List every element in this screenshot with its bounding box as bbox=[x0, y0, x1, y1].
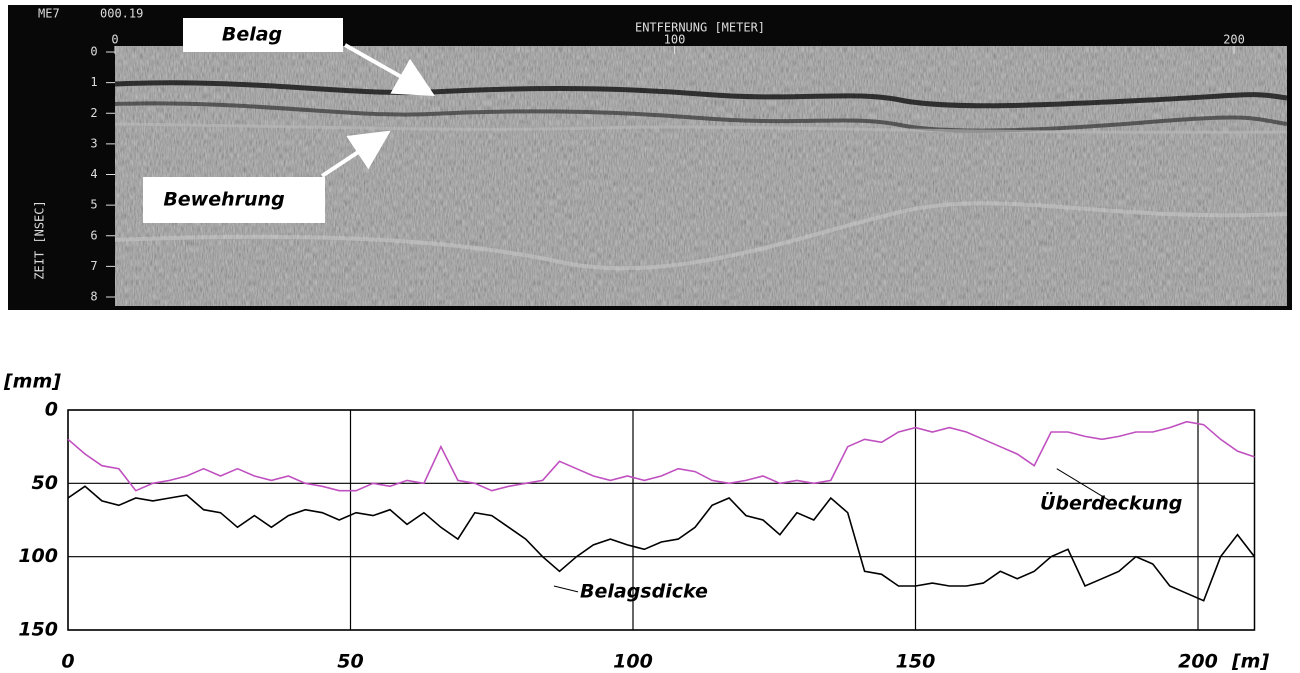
y-axis-label: [mm] bbox=[3, 371, 61, 393]
annotation: Bewehrung bbox=[163, 189, 284, 211]
series-label: Belagsdicke bbox=[580, 580, 708, 602]
annotation-arrow bbox=[320, 130, 391, 178]
radargram: ME7 000.19 ENTFERNUNG [METER] ZEIT [NSEC… bbox=[8, 5, 1292, 310]
radargram-y-label: ZEIT [NSEC] bbox=[33, 200, 47, 279]
series-label: Überdeckung bbox=[1040, 490, 1182, 514]
y-tick-label: 0 bbox=[45, 399, 58, 421]
annotation-arrow bbox=[344, 43, 435, 96]
reflection-band bbox=[114, 201, 1288, 271]
x-tick-label: 150 bbox=[896, 651, 936, 673]
radargram-y-tick-label: 1 bbox=[90, 75, 97, 89]
radargram-y-tick-label: 8 bbox=[90, 290, 97, 304]
annotation-box bbox=[183, 18, 343, 52]
radargram-x-tick-label: 0 bbox=[111, 33, 118, 47]
radargram-x-label: ENTFERNUNG [METER] bbox=[635, 21, 765, 35]
reflection-band bbox=[114, 101, 1288, 133]
x-tick-label: 50 bbox=[337, 651, 363, 673]
radargram-y-tick-label: 5 bbox=[90, 198, 97, 212]
radargram-y-tick-label: 2 bbox=[90, 106, 97, 120]
radargram-axes: 0 100 200 0 1 2 3 4 5 6 7 8 bbox=[90, 33, 1245, 304]
reflection-band bbox=[114, 80, 1288, 109]
leader-line bbox=[1056, 468, 1111, 502]
radargram-y-tick-label: 6 bbox=[90, 228, 97, 242]
radargram-y-tick-label: 4 bbox=[90, 167, 97, 181]
reflection-band bbox=[114, 122, 1288, 134]
radargram-y-tick-label: 3 bbox=[90, 136, 97, 150]
series-line bbox=[67, 485, 1256, 602]
x-axis-label: [m] bbox=[1231, 651, 1269, 673]
annotation-box bbox=[143, 177, 325, 223]
radargram-y-tick-label: 7 bbox=[90, 259, 97, 273]
annotation: Belag bbox=[222, 24, 282, 46]
radargram-y-tick-label: 0 bbox=[90, 45, 97, 59]
radargram-x-tick-label: 100 bbox=[664, 33, 686, 47]
x-tick-label: 200 bbox=[1178, 651, 1218, 673]
y-tick-label: 150 bbox=[18, 619, 58, 641]
radargram-x-tick-label: 200 bbox=[1223, 33, 1245, 47]
leader-line bbox=[553, 585, 579, 593]
radargram-header: ME7 bbox=[38, 7, 60, 21]
radargram-file: 000.19 bbox=[100, 7, 143, 21]
y-tick-label: 100 bbox=[18, 545, 58, 567]
x-tick-label: 100 bbox=[613, 651, 653, 673]
series-line bbox=[67, 420, 1255, 492]
y-tick-label: 50 bbox=[32, 472, 58, 494]
x-tick-label: 0 bbox=[61, 651, 74, 673]
